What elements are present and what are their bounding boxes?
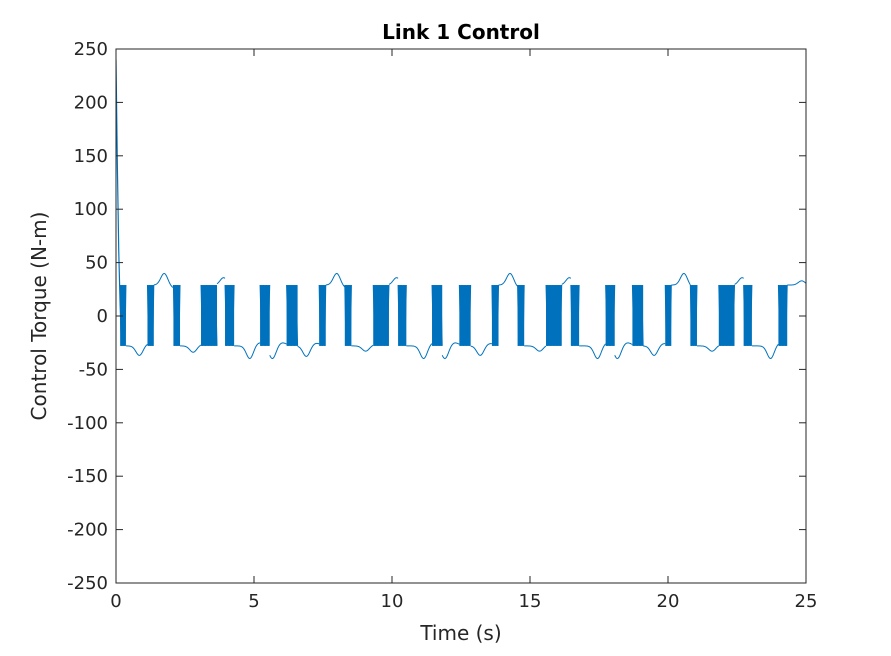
y-tick-label: 200 (74, 92, 108, 113)
y-tick-label: -150 (67, 466, 108, 487)
series-smooth-segment (388, 277, 399, 285)
y-axis-ticks: 250 200 150 100 50 0 -50 -100 -150 -200 -250 (67, 39, 806, 594)
series-chattering-burst (344, 285, 352, 346)
series-smooth-segment (153, 272, 174, 288)
x-axis-label: Time (s) (419, 621, 501, 645)
series-switching-line (372, 285, 390, 346)
x-tick-label: 0 (110, 591, 121, 612)
y-axis-label: Control Torque (N-m) (27, 212, 51, 421)
y-tick-label: 0 (97, 306, 108, 327)
series-smooth-segment (579, 343, 606, 359)
x-tick-label: 15 (519, 591, 542, 612)
series-layer (116, 59, 806, 360)
series-smooth-segment (216, 277, 226, 285)
x-tick-label: 25 (795, 591, 818, 612)
series-smooth-segment (234, 342, 261, 360)
y-tick-label: 50 (85, 253, 108, 274)
series-smooth-segment (561, 277, 572, 285)
series-smooth-segment (180, 344, 202, 353)
series-smooth-segment (734, 277, 744, 285)
series-chattering-burst (743, 285, 752, 346)
x-tick-label: 20 (657, 591, 680, 612)
y-tick-label: -100 (67, 413, 108, 434)
series-switching-line (431, 285, 443, 346)
series-smooth-segment (787, 280, 806, 286)
y-tick-label: -250 (67, 573, 108, 594)
series-smooth-segment (614, 342, 633, 360)
series-switching-line (777, 285, 788, 346)
x-tick-label: 10 (381, 591, 404, 612)
series-switching-line (318, 285, 327, 346)
series-chattering-burst (398, 285, 407, 346)
series-switching-line (172, 285, 181, 346)
series-switching-line (344, 285, 352, 346)
series-chattering-burst (491, 285, 499, 346)
series-chattering-burst (690, 285, 697, 346)
series-smooth-segment (671, 272, 691, 286)
series-smooth-segment (351, 344, 374, 352)
series-chattering-burst (173, 285, 181, 346)
series-switching-line (689, 285, 698, 346)
series-switching-line (286, 285, 299, 346)
series-switching-line (664, 285, 672, 346)
series-chattering-burst (570, 285, 580, 346)
series-chattering-burst (225, 285, 235, 346)
series-smooth-segment (751, 343, 779, 360)
series-switching-line (743, 285, 753, 346)
series-switching-line (718, 285, 736, 346)
series-smooth-segment (269, 342, 287, 359)
series-smooth-segment (297, 342, 320, 357)
series-chattering-burst (147, 285, 154, 346)
series-smooth-segment (406, 343, 433, 359)
series-smooth-segment (524, 345, 547, 352)
series-chattering-burst (517, 285, 525, 346)
series-switching-line (146, 285, 155, 346)
y-tick-label: -50 (79, 359, 108, 380)
series-switching-line (259, 285, 271, 346)
chart-title: Link 1 Control (382, 20, 540, 44)
series-chattering-burst (665, 285, 672, 346)
series-switching-line (570, 285, 580, 346)
series-smooth-segment (441, 342, 460, 359)
x-tick-label: 5 (248, 591, 259, 612)
series-smooth-segment (498, 272, 518, 287)
series-smooth-segment (325, 272, 346, 288)
series-switching-line (119, 285, 127, 346)
series-switching-line (605, 285, 616, 346)
series-chattering-burst (319, 285, 326, 346)
x-axis-ticks: 0 5 10 15 20 25 (110, 49, 817, 612)
series-smooth-segment (643, 343, 666, 356)
series-chattering-burst (459, 285, 471, 346)
series-switching-line (224, 285, 235, 346)
series-switching-line (545, 285, 563, 346)
series-chattering-burst (605, 285, 615, 346)
series-switching-line (397, 285, 407, 346)
series-chattering-burst (778, 285, 788, 346)
series-smooth-segment (470, 343, 492, 356)
series-smooth-segment (125, 343, 148, 356)
series-chattering-burst (260, 285, 270, 346)
y-tick-label: 100 (74, 199, 108, 220)
series-switching-line (631, 285, 644, 346)
series-smooth-segment (696, 345, 720, 352)
y-tick-label: 150 (74, 146, 108, 167)
series-switching-line (458, 285, 472, 346)
series-switching-line (491, 285, 500, 346)
y-tick-label: 250 (74, 39, 108, 60)
series-switching-line (517, 285, 525, 346)
y-tick-label: -200 (67, 520, 108, 541)
series-switching-line (200, 285, 218, 346)
